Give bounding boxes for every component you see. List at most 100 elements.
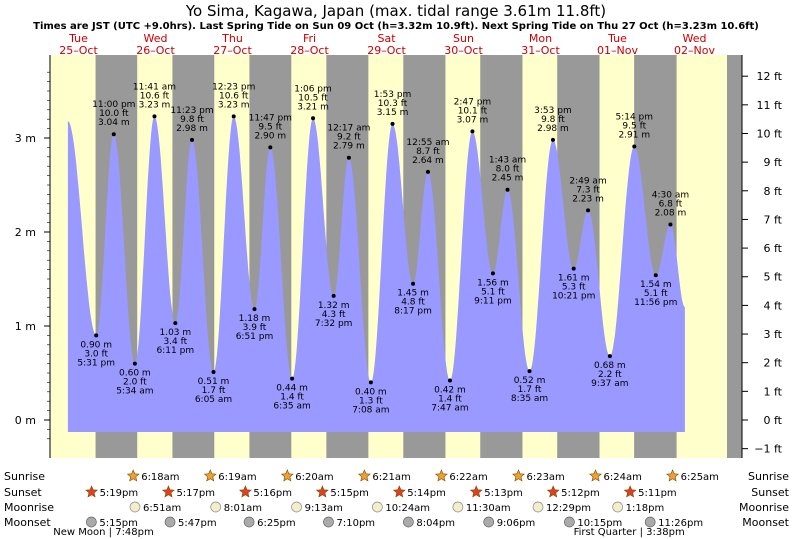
tide-ft-label: 1.4 ft xyxy=(280,393,304,403)
moonset-icon xyxy=(164,516,176,528)
tide-point xyxy=(550,137,555,142)
y-tick-label-m: 1 m xyxy=(15,320,36,333)
date-label: 26–Oct xyxy=(136,44,175,57)
sunset-row-label-right: Sunset xyxy=(751,486,789,499)
sunrise-time: 6:19am xyxy=(218,472,256,483)
tide-m-label: 0.90 m xyxy=(80,340,112,350)
moonset-icon xyxy=(644,516,656,528)
tide-time-label: 7:32 pm xyxy=(315,319,353,329)
tide-time-label: 6:11 pm xyxy=(157,346,195,356)
tide-ft-label: 10.3 ft xyxy=(378,99,408,109)
tide-ft-label: 1.3 ft xyxy=(359,396,383,406)
tide-ft-label: 3.9 ft xyxy=(243,323,267,333)
sunset-icon xyxy=(238,485,252,498)
moonrise-row-label-right: Moonrise xyxy=(739,501,789,514)
sunrise-icon xyxy=(434,469,448,482)
y-tick-label-ft: 4 ft xyxy=(764,299,783,312)
tide-ft-label: 10.6 ft xyxy=(219,91,249,101)
tide-m-label: 2.08 m xyxy=(655,208,687,218)
tide-m-label: 2.64 m xyxy=(412,156,444,166)
tide-m-label: 0.52 m xyxy=(514,376,546,386)
tide-point xyxy=(527,369,532,374)
sunrise-row-label-left: Sunrise xyxy=(4,470,45,483)
tide-ft-label: 2.0 ft xyxy=(123,378,147,388)
y-tick-label-ft: 5 ft xyxy=(764,271,783,284)
tide-ft-label: 4.8 ft xyxy=(401,298,425,308)
moonrise-icon xyxy=(291,501,302,513)
moonset-time: 11:26pm xyxy=(658,518,703,529)
sun-moon-table: Sunrise Sunrise Sunset Sunset Moonrise Moonri… xyxy=(4,469,790,538)
tide-ft-label: 1.7 ft xyxy=(202,386,226,396)
y-tick-label-ft: 1 ft xyxy=(764,385,783,398)
tide-point xyxy=(411,281,416,286)
tide-ft-label: 9.2 ft xyxy=(337,133,361,143)
tide-point xyxy=(368,380,373,385)
tide-ft-label: 9.8 ft xyxy=(180,115,204,125)
tide-ft-label: 8.0 ft xyxy=(496,165,520,175)
y-tick-label-ft: 12 ft xyxy=(757,70,783,83)
tide-time-label: 9:37 am xyxy=(591,379,628,389)
y-tick-label-ft: 0 ft xyxy=(764,414,783,427)
tide-m-label: 2.90 m xyxy=(254,131,286,141)
day-of-week-label: Wed xyxy=(683,32,707,45)
y-tick-label-ft: 8 ft xyxy=(764,185,783,198)
tide-ft-label: 10.5 ft xyxy=(298,93,328,103)
tide-point xyxy=(111,132,116,137)
date-label: 29–Oct xyxy=(367,44,406,57)
sunset-icon xyxy=(161,485,175,498)
sunset-icon xyxy=(85,485,99,498)
tide-point xyxy=(607,354,612,359)
y-tick-label-ft: 2 ft xyxy=(764,357,783,370)
sunset-time: 5:15pm xyxy=(330,488,369,499)
tide-point xyxy=(668,222,673,227)
tide-ft-label: 8.7 ft xyxy=(416,147,440,157)
moonrise-time: 1:18pm xyxy=(626,503,665,514)
sunrise-time: 6:24am xyxy=(604,472,642,483)
tide-time-label: 11:23 pm xyxy=(170,106,213,116)
tide-time-label: 8:17 pm xyxy=(394,307,432,317)
tide-m-label: 1.18 m xyxy=(239,314,271,324)
date-label: 25–Oct xyxy=(59,44,98,57)
day-of-week-label: Tue xyxy=(607,32,627,45)
margin xyxy=(0,55,50,458)
tide-time-label: 7:47 am xyxy=(431,404,468,414)
tide-point xyxy=(505,187,510,192)
tide-point xyxy=(632,144,637,149)
moonset-time: 7:10pm xyxy=(337,518,376,529)
date-label: 28–Oct xyxy=(290,44,329,57)
moonset-time: 10:15pm xyxy=(577,518,622,529)
tide-point xyxy=(152,114,157,119)
sunset-time: 5:17pm xyxy=(176,488,215,499)
sunset-time: 5:12pm xyxy=(561,488,600,499)
tide-time-label: 6:51 pm xyxy=(236,332,274,342)
tide-m-label: 2.98 m xyxy=(537,124,569,134)
tide-m-label: 1.45 m xyxy=(397,289,429,299)
sunrise-time: 6:20am xyxy=(295,472,333,483)
day-of-week-label: Fri xyxy=(303,32,316,45)
tide-m-label: 0.68 m xyxy=(594,361,626,371)
moonset-icon xyxy=(483,516,495,528)
day-of-week-label: Wed xyxy=(144,32,168,45)
tide-m-label: 1.61 m xyxy=(558,274,590,284)
date-label: 01–Nov xyxy=(597,44,638,57)
tide-ft-label: 10.6 ft xyxy=(140,91,170,101)
tide-time-label: 4:30 am xyxy=(652,190,689,200)
tide-m-label: 2.23 m xyxy=(572,194,604,204)
tide-time-label: 11:56 pm xyxy=(634,298,677,308)
y-tick-label-m: 2 m xyxy=(15,226,36,239)
tide-ft-label: 3.0 ft xyxy=(84,349,108,359)
y-tick-label-ft: 3 ft xyxy=(764,328,783,341)
tide-point xyxy=(211,370,216,375)
moonset-row-label-right: Moonset xyxy=(742,516,789,529)
tide-m-label: 2.98 m xyxy=(176,124,208,134)
moonrise-time: 11:30am xyxy=(466,503,511,514)
tide-time-label: 12:17 am xyxy=(327,124,370,134)
tide-point xyxy=(425,169,430,174)
y-tick-label-ft: 10 ft xyxy=(757,127,783,140)
sunset-time: 5:19pm xyxy=(100,488,139,499)
tide-ft-label: 10.0 ft xyxy=(99,109,129,119)
tide-point xyxy=(447,378,452,383)
sunrise-time: 6:18am xyxy=(141,472,179,483)
sunset-time: 5:14pm xyxy=(407,488,446,499)
y-tick-label-ft: −1 ft xyxy=(754,443,782,456)
